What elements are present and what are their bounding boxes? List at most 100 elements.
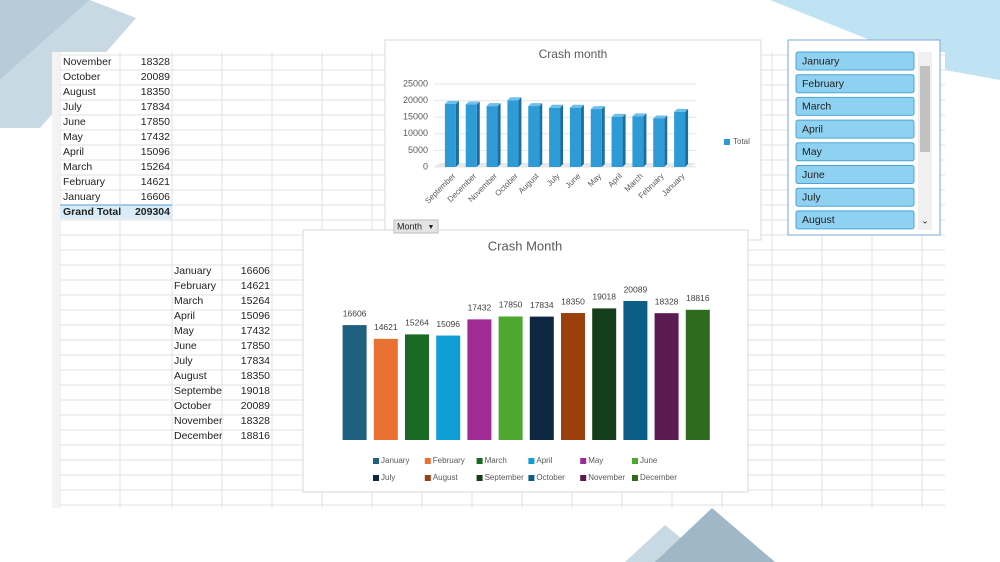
legend-marker: [373, 458, 379, 464]
table-row-value: 18350: [241, 370, 270, 382]
table-row-label: July: [174, 355, 193, 367]
data-label: 18328: [655, 296, 679, 306]
bar-side: [497, 103, 501, 167]
legend-label: November: [588, 473, 625, 482]
slicer-item[interactable]: [795, 51, 915, 71]
table-row-label: November: [174, 415, 223, 427]
pivot-row-value: 15264: [141, 161, 170, 173]
slicer-item[interactable]: [795, 74, 915, 94]
bar: [590, 109, 602, 167]
total-value: 209304: [135, 206, 170, 218]
bar: [342, 325, 367, 440]
legend-label: Total: [733, 137, 750, 146]
legend-label: June: [640, 456, 658, 465]
total-label: Grand Total: [63, 206, 121, 218]
total-row-fill: [60, 205, 172, 219]
bar-side: [476, 101, 480, 167]
data-label: 19018: [592, 292, 616, 302]
legend-label: September: [485, 473, 524, 482]
legend-label: July: [381, 473, 395, 482]
pivot-row-value: 18328: [141, 56, 170, 68]
bar: [507, 100, 519, 167]
slicer-item[interactable]: [795, 187, 915, 207]
bar-side: [539, 103, 543, 167]
bar: [632, 116, 644, 167]
pivot-row-value: 16606: [141, 191, 170, 203]
slicer-item[interactable]: [795, 210, 915, 230]
bar-side: [560, 104, 564, 167]
bar: [561, 313, 585, 440]
bar-top: [632, 113, 647, 117]
bar-top: [569, 104, 584, 108]
chart-title: Crash Month: [488, 238, 562, 253]
filter-button[interactable]: [393, 219, 439, 234]
slicer-item-label: July: [802, 191, 821, 203]
bar: [569, 107, 581, 167]
y-tick-label: 5000: [408, 145, 428, 155]
bar: [436, 335, 461, 440]
pivot-row-label: October: [63, 71, 101, 83]
pivot-row-label: August: [63, 86, 96, 98]
legend-marker: [424, 458, 431, 464]
bar: [498, 316, 523, 440]
bar-side: [622, 113, 626, 167]
table-row-label: March: [174, 295, 203, 307]
table-row-value: 17432: [241, 325, 270, 337]
slicer-item[interactable]: [795, 165, 915, 184]
bar: [592, 308, 617, 440]
pivot-row-value: 17432: [141, 131, 170, 143]
pivot-row-label: February: [63, 176, 106, 188]
legend-marker: [373, 475, 379, 481]
slicer-item[interactable]: [795, 142, 915, 162]
bar-top: [590, 106, 605, 110]
data-label: 17834: [530, 300, 554, 310]
pivot-row-value: 15096: [141, 146, 170, 158]
y-tick-label: 10000: [403, 128, 428, 138]
legend-marker: [724, 139, 730, 145]
table-row-value: 19018: [241, 385, 270, 397]
bar-top: [674, 108, 689, 112]
bar: [528, 106, 540, 167]
bar: [486, 106, 498, 167]
table-row-label: October: [174, 400, 212, 412]
bar: [623, 301, 648, 440]
legend-marker: [528, 458, 535, 464]
table-row-label: June: [174, 340, 197, 352]
table-row-value: 18328: [241, 415, 270, 427]
slicer-item-label: August: [802, 214, 835, 226]
bar: [444, 103, 456, 167]
table-row-value: 15096: [241, 310, 270, 322]
legend-label: October: [536, 473, 565, 482]
slicer-item-label: April: [802, 123, 823, 135]
bar: [373, 338, 398, 440]
scroll-arrow[interactable]: ⌄: [921, 215, 929, 225]
decor-shape: [655, 508, 775, 562]
bar-side: [601, 106, 605, 167]
legend-label: April: [536, 456, 552, 465]
bar: [465, 104, 477, 167]
slicer-item[interactable]: [795, 96, 915, 116]
table-row-value: 15264: [241, 295, 270, 307]
scrollbar-thumb[interactable]: [920, 66, 930, 152]
data-label: 16606: [343, 308, 367, 318]
table-row-label: February: [174, 280, 217, 292]
pivot-row-label: January: [63, 191, 101, 203]
slicer-item-label: February: [802, 78, 845, 90]
y-tick-label: 20000: [403, 95, 428, 105]
pivot-row-label: November: [63, 56, 112, 68]
legend-label: December: [640, 473, 677, 482]
data-label: 17432: [468, 303, 492, 313]
bar-side: [580, 104, 584, 167]
bar-side: [643, 113, 647, 167]
legend-label: March: [485, 456, 507, 465]
table-row-value: 20089: [241, 400, 270, 412]
legend-marker: [476, 458, 483, 464]
bar: [674, 111, 686, 167]
pivot-row-label: July: [63, 101, 82, 113]
table-row-label: September: [174, 385, 226, 397]
legend-marker: [424, 475, 431, 481]
pivot-row-value: 17834: [141, 101, 170, 113]
legend-marker: [476, 475, 483, 481]
slicer-item[interactable]: [795, 119, 915, 139]
